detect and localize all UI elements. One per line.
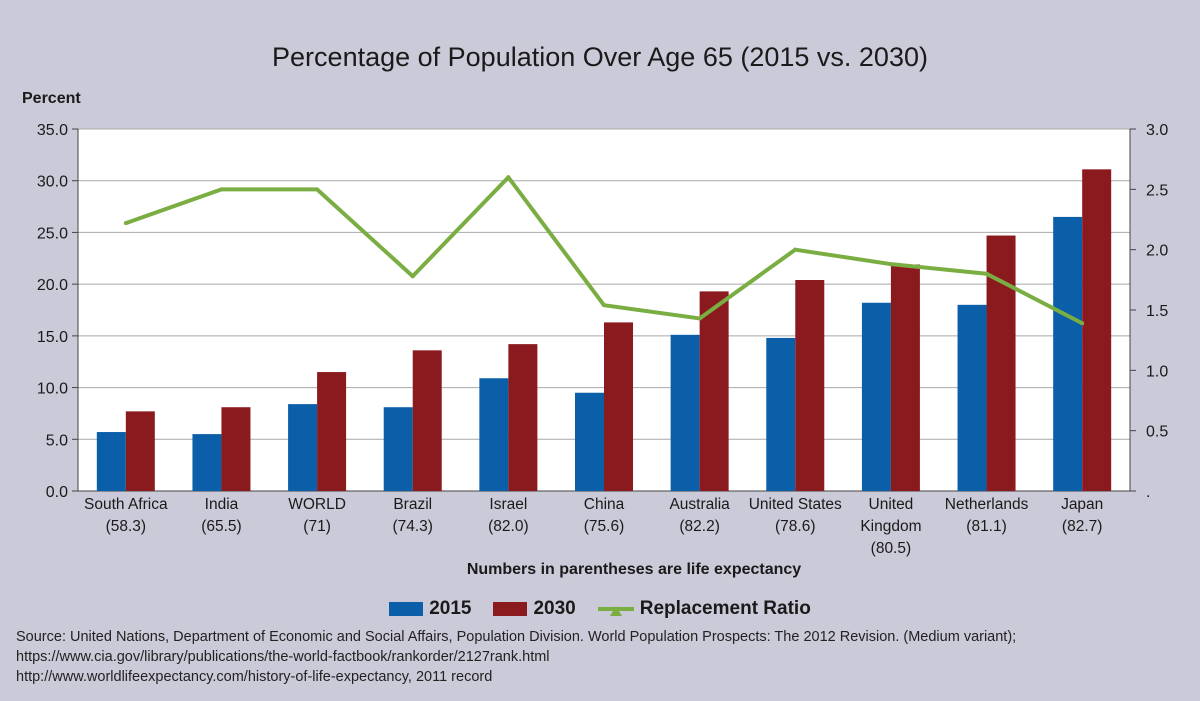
bar-2030 [1082,169,1112,491]
legend-label-2015: 2015 [429,598,472,619]
x-axis-title: Numbers in parentheses are life expectan… [467,561,801,578]
x-tick-label: Netherlands [945,496,1029,513]
y-tick-label: 5.0 [46,432,68,449]
x-tick-label: South Africa [84,496,168,513]
bar-2015 [670,334,700,491]
y-tick-label: 0.0 [46,484,68,501]
source-note: Source: United Nations, Department of Ec… [16,627,1186,687]
legend-swatch-2030 [493,602,528,616]
bar-2030 [412,350,442,491]
bar-2015 [861,302,891,491]
legend: 2015 2030 Replacement Ratio [0,598,1200,620]
legend-item-2015: 2015 [389,598,471,620]
y2-tick-label: 0.5 [1146,424,1168,441]
bar-2015 [575,392,604,491]
y-axis-title: Percent [22,90,81,107]
replacement-ratio-point [793,247,798,252]
replacement-ratio-point [506,175,511,180]
source-line: Source: United Nations, Department of Ec… [16,629,1017,645]
x-tick-label: Brazil [393,496,432,513]
replacement-ratio-point [315,187,320,192]
x-tick-label: United [869,496,914,513]
x-tick-label: Australia [669,496,730,513]
y2-tick-label: . [1146,484,1150,501]
y2-tick-label: 2.5 [1146,182,1168,199]
x-tick-label: (74.3) [392,518,433,535]
replacement-ratio-point [123,221,128,226]
y2-tick-label: 2.0 [1146,243,1168,260]
legend-swatch-2015 [389,602,424,616]
chart-area: 0.0 5.0 10.0 15.0 20.0 25.0 30.0 35.0. 0.5 1.0 1.5… [22,90,1168,578]
y2-tick-label: 3.0 [1146,122,1168,139]
replacement-ratio-point [602,303,606,308]
bar-2015 [957,304,987,491]
x-tick-label: (75.6) [584,518,625,535]
x-tick-label: (82.2) [679,518,720,535]
bar-2015 [288,404,318,491]
x-tick-label: WORLD [288,496,346,513]
bar-2030 [890,264,920,491]
y-tick-label: 35.0 [37,122,68,139]
replacement-ratio-point [888,262,893,267]
y-tick-label: 10.0 [37,381,68,398]
bar-2015 [479,378,509,491]
y2-tick-label: 1.0 [1146,363,1168,380]
bar-2030 [508,344,538,491]
bar-2030 [795,280,825,491]
x-tick-label: (58.3) [106,518,147,535]
x-tick-label: (82.7) [1062,518,1103,535]
bar-2030 [221,407,251,491]
x-tick-label: Japan [1061,496,1103,513]
x-tick-label: Israel [489,496,527,513]
bar-2030 [699,291,729,491]
replacement-ratio-point [410,274,415,279]
bar-2015 [96,432,126,491]
legend-label-2030: 2030 [533,598,576,619]
x-tick-label: (81.1) [966,518,1007,535]
replacement-ratio-point [984,271,989,276]
bar-2030 [125,411,155,491]
bar-2030 [317,372,347,491]
bar-2015 [766,337,796,491]
x-tick-label: (71) [303,518,331,535]
replacement-ratio-point [1080,321,1085,326]
source-line: https://www.cia.gov/library/publications… [16,649,550,665]
legend-label-replacement-ratio: Replacement Ratio [639,598,811,619]
x-tick-label: India [205,496,239,513]
x-tick-label: (78.6) [775,518,816,535]
x-tick-label: Kingdom [860,518,921,535]
y2-tick-label: 1.5 [1146,303,1168,320]
x-tick-label: United States [749,496,842,513]
bar-2015 [383,407,413,491]
legend-item-2030: 2030 [493,598,576,620]
y-tick-label: 25.0 [37,225,68,242]
y-tick-label: 20.0 [37,277,68,294]
chart-title: Percentage of Population Over Age 65 (20… [272,42,928,72]
bar-2015 [1053,216,1083,491]
bar-2030 [604,322,633,491]
x-tick-label: China [584,496,625,513]
replacement-ratio-point [219,187,224,192]
y-tick-label: 15.0 [37,329,68,346]
legend-line-icon [597,601,634,617]
legend-item-replacement-ratio: Replacement Ratio [597,598,811,620]
y-tick-label: 30.0 [37,174,68,191]
x-tick-label: (65.5) [201,518,242,535]
source-line: http://www.worldlifeexpectancy.com/histo… [16,669,493,685]
x-tick-label: (80.5) [871,540,912,557]
replacement-ratio-point [697,316,702,321]
bar-2015 [192,434,222,491]
x-tick-label: (82.0) [488,518,529,535]
